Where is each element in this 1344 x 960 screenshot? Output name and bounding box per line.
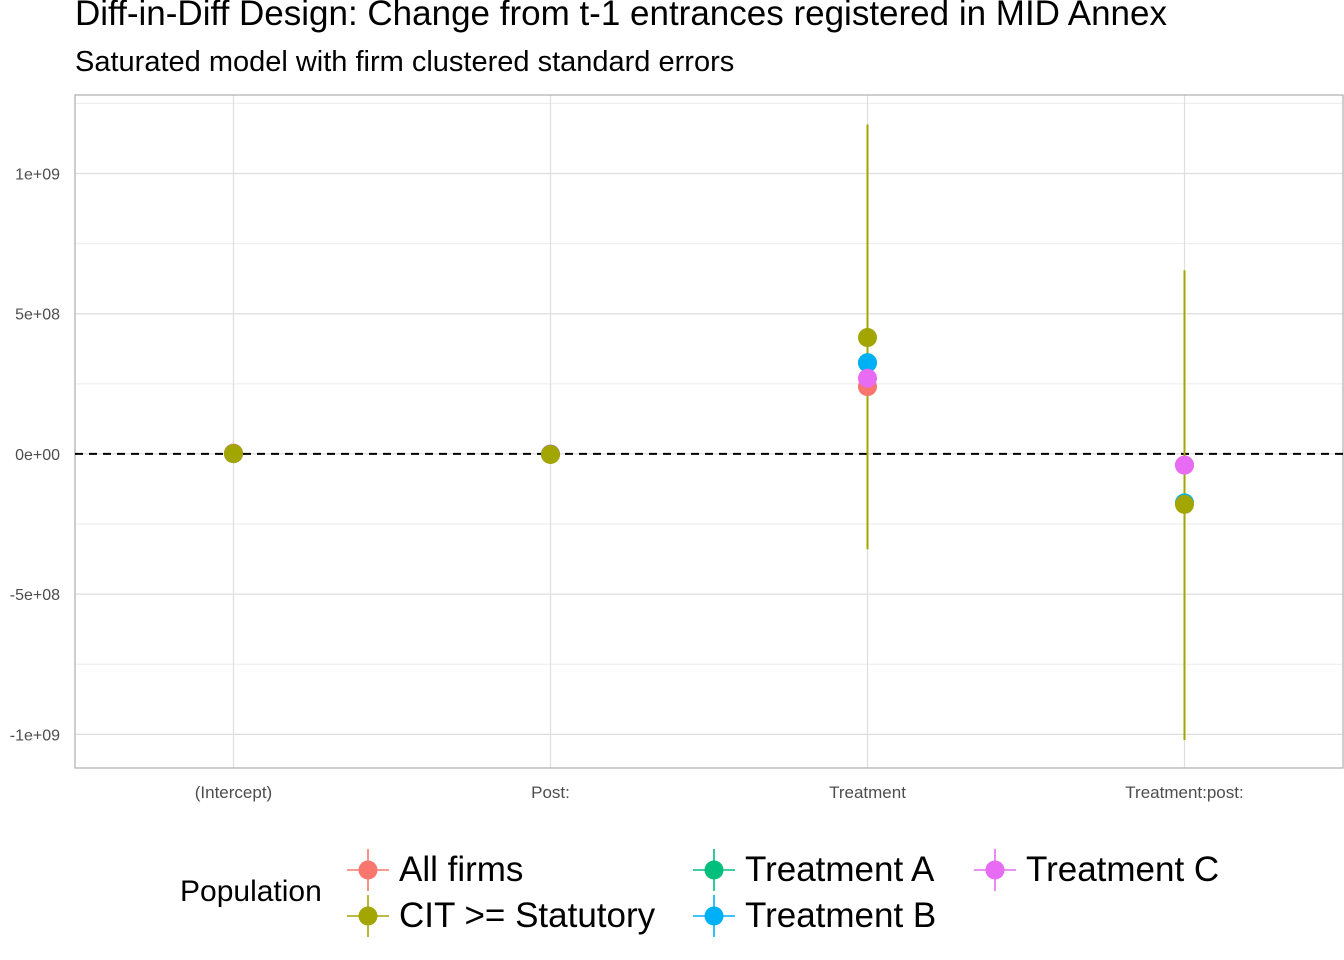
legend-key-treatment-b [693, 895, 735, 937]
y-tick-label: 0e+00 [15, 447, 60, 464]
legend-item-treatment-c: Treatment C [972, 847, 1219, 893]
axis-layer: 1e+09 5e+08 0e+00 -5e+08 -1e+09 (Intercept) Po… [10, 167, 1244, 802]
x-tick-label: Treatment:post: [1125, 783, 1243, 802]
point-cit-statutory [541, 444, 560, 464]
plot-area: 1e+09 5e+08 0e+00 -5e+08 -1e+09 (Intercept) Po… [10, 94, 1344, 802]
legend-label: CIT >= Statutory [399, 896, 656, 935]
chart-title: Diff-in-Diff Design: Change from t-1 ent… [75, 0, 1167, 33]
point-cit-statutory [224, 444, 243, 464]
chart-subtitle: Saturated model with firm clustered stan… [75, 46, 735, 78]
legend-key-treatment-c [974, 849, 1016, 891]
legend-key-cit-statutory [347, 895, 389, 937]
legend-title: Population [180, 875, 322, 908]
legend-label: Treatment A [745, 850, 935, 889]
point-treatment-c [858, 368, 877, 388]
legend-key-treatment-a [693, 849, 735, 891]
legend-label: Treatment C [1026, 850, 1220, 889]
x-tick-label: (Intercept) [195, 783, 272, 802]
point-layer [224, 328, 1194, 514]
legend-item-treatment-a: Treatment A [691, 847, 934, 893]
point-cit-statutory [1175, 494, 1194, 514]
point-treatment-b [858, 353, 877, 373]
legend-item-all-firms: All firms [345, 847, 523, 893]
legend-item-treatment-b: Treatment B [691, 893, 936, 939]
x-tick-label: Treatment [829, 783, 906, 802]
panel-border [74, 94, 1344, 769]
y-tick-label: 1e+09 [15, 167, 60, 184]
y-tick-label: -1e+09 [10, 727, 60, 744]
error-bar-layer [866, 124, 1186, 740]
point-cit-statutory [858, 328, 877, 348]
x-tick-label: Post: [531, 783, 570, 802]
legend-item-cit-statutory: CIT >= Statutory [345, 893, 655, 939]
grid-layer [74, 94, 1344, 769]
y-tick-label: 5e+08 [15, 307, 60, 324]
legend-key-all-firms [347, 849, 389, 891]
point-treatment-c [1175, 455, 1194, 475]
legend-label: Treatment B [745, 896, 937, 935]
legend-label: All firms [399, 850, 524, 889]
y-tick-label: -5e+08 [10, 587, 60, 604]
